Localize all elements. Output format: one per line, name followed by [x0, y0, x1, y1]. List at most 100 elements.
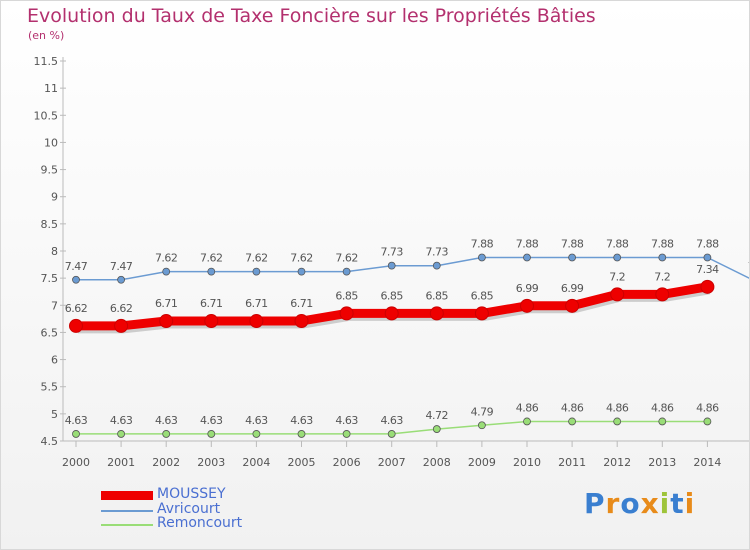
logo-letter: r — [605, 487, 621, 520]
y-tick-label: 7.5 — [41, 272, 59, 285]
logo-letter: i — [659, 487, 671, 520]
data-label-avricourt: 7.88 — [651, 238, 674, 251]
data-point-moussey — [520, 298, 534, 313]
x-tick-label: 2003 — [197, 456, 225, 469]
data-point-remoncourt — [297, 430, 306, 438]
data-label-avricourt: 7.88 — [606, 238, 629, 251]
data-label-avricourt: 7.62 — [335, 252, 358, 265]
data-label-remoncourt: 4.63 — [65, 414, 88, 427]
data-label-moussey: 6.71 — [200, 297, 223, 310]
data-label-remoncourt: 4.86 — [606, 401, 629, 414]
data-label-avricourt: 7.88 — [471, 238, 494, 251]
data-point-moussey — [429, 306, 444, 321]
y-tick-label: 4.5 — [41, 435, 59, 448]
data-point-remoncourt — [477, 421, 486, 430]
data-point-avricourt — [658, 253, 667, 262]
data-label-remoncourt: 4.86 — [696, 401, 719, 414]
y-tick-label: 11 — [44, 82, 58, 95]
data-point-avricourt — [387, 261, 396, 270]
logo-letter: t — [670, 487, 685, 520]
data-label-avricourt: 7.62 — [200, 252, 223, 265]
data-point-avricourt — [207, 267, 216, 276]
y-tick-label: 7 — [51, 299, 58, 312]
data-point-avricourt — [703, 253, 712, 262]
x-tick-label: 2006 — [333, 456, 361, 469]
x-tick-label: 2011 — [558, 456, 586, 469]
data-label-avricourt: 7.88 — [561, 238, 584, 251]
data-point-avricourt — [477, 253, 486, 262]
data-point-avricourt — [162, 267, 171, 276]
logo-letter: o — [620, 487, 641, 520]
data-label-remoncourt: 4.86 — [651, 401, 674, 414]
data-label-remoncourt: 4.86 — [561, 401, 584, 414]
data-label-remoncourt: 4.86 — [516, 401, 539, 414]
data-label-moussey: 6.62 — [65, 302, 88, 315]
legend-swatch-moussey — [101, 491, 153, 500]
legend-label-avricourt: Avricourt — [157, 501, 221, 517]
data-point-remoncourt — [658, 417, 667, 426]
y-tick-label: 6.5 — [41, 326, 59, 339]
y-tick-label: 10 — [44, 136, 58, 149]
data-point-remoncourt — [207, 430, 216, 438]
x-tick-label: 2012 — [603, 456, 631, 469]
data-label-moussey: 6.62 — [110, 302, 133, 315]
data-label-avricourt: 7.62 — [155, 252, 178, 265]
data-point-remoncourt — [117, 430, 125, 438]
data-point-avricourt — [117, 275, 125, 284]
data-point-avricourt — [432, 261, 441, 270]
legend-label-moussey: MOUSSEY — [157, 486, 226, 502]
data-point-remoncourt — [162, 430, 171, 438]
legend-swatch-remoncourt — [101, 524, 153, 526]
data-point-remoncourt — [252, 430, 261, 438]
data-label-moussey: 6.85 — [380, 289, 403, 302]
x-tick-label: 2005 — [288, 456, 316, 469]
data-point-moussey — [294, 314, 309, 329]
data-point-moussey — [249, 314, 264, 329]
data-label-moussey: 7.2 — [609, 270, 625, 283]
series-line-avricourt — [75, 256, 749, 281]
x-tick-label: 2008 — [423, 456, 451, 469]
logo-letter: x — [640, 487, 660, 520]
data-label-moussey: 6.71 — [290, 297, 313, 310]
data-label-moussey: 6.71 — [245, 297, 268, 310]
x-tick-label: 2002 — [152, 456, 180, 469]
chart-title: Evolution du Taux de Taxe Foncière sur l… — [27, 5, 596, 27]
data-point-avricourt — [72, 275, 80, 284]
data-label-remoncourt: 4.63 — [335, 414, 358, 427]
logo-letter: P — [584, 487, 606, 520]
x-tick-label: 2009 — [468, 456, 496, 469]
data-point-moussey — [159, 314, 174, 329]
data-label-avricourt: 7.62 — [290, 252, 313, 265]
x-tick-label: 2014 — [693, 456, 721, 469]
y-tick-label: 8.5 — [41, 218, 59, 231]
y-tick-label: 9.5 — [41, 164, 59, 177]
data-label-avricourt: 7. — [748, 260, 749, 273]
data-label-moussey: 6.85 — [471, 289, 494, 302]
y-tick-label: 6 — [51, 354, 58, 367]
data-label-avricourt: 7.73 — [380, 246, 403, 259]
legend-label-remoncourt: Remoncourt — [157, 515, 243, 531]
y-tick-label: 9 — [51, 191, 58, 204]
data-point-moussey — [565, 298, 580, 313]
data-label-avricourt: 7.88 — [696, 238, 719, 251]
x-tick-label: 2001 — [107, 456, 135, 469]
data-point-avricourt — [568, 253, 576, 262]
data-point-moussey — [204, 314, 219, 329]
data-label-avricourt: 7.47 — [110, 260, 133, 273]
data-label-remoncourt: 4.63 — [245, 414, 268, 427]
data-label-remoncourt: 4.63 — [200, 414, 223, 427]
y-tick-label: 8 — [51, 245, 58, 258]
data-label-remoncourt: 4.63 — [290, 414, 313, 427]
data-label-moussey: 7.2 — [654, 270, 670, 283]
data-label-avricourt: 7.62 — [245, 252, 268, 265]
y-tick-label: 5.5 — [41, 381, 59, 394]
y-tick-label: 11.5 — [34, 55, 59, 68]
data-label-moussey: 6.85 — [426, 289, 449, 302]
data-point-moussey — [700, 279, 715, 294]
data-label-avricourt: 7.47 — [65, 260, 88, 273]
data-point-avricourt — [613, 253, 622, 262]
y-tick-label: 5 — [51, 408, 58, 421]
data-point-remoncourt — [387, 430, 396, 438]
data-point-remoncourt — [72, 430, 80, 438]
